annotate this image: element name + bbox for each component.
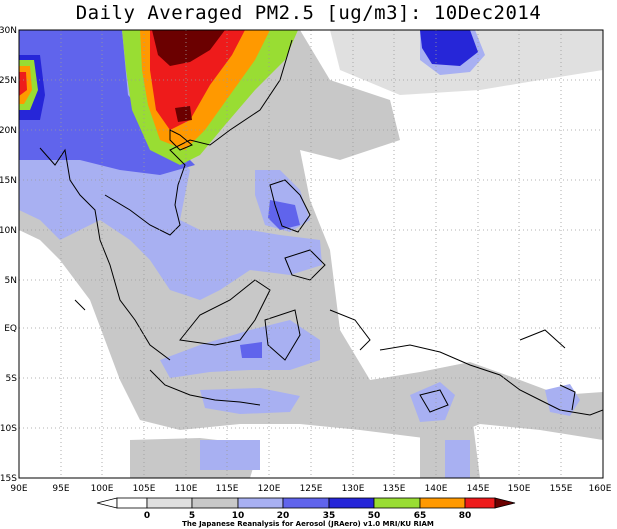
legend-tick-label: 20 (277, 511, 290, 521)
lon-label: 90E (10, 484, 27, 494)
lon-label: 150E (508, 484, 531, 494)
legend-swatch (116, 497, 148, 509)
lat-label: 15N (0, 176, 17, 186)
legend-swatch (419, 497, 466, 509)
legend-tick-label: 35 (323, 511, 336, 521)
latitude-labels: 30N 25N 20N 15N 10N 5N EQ 5S 10S 15S (0, 26, 17, 484)
legend-swatch (237, 497, 284, 509)
lon-label: 145E (467, 484, 490, 494)
legend-tick-label: 80 (459, 511, 472, 521)
lon-label: 110E (175, 484, 198, 494)
lon-label: 140E (425, 484, 448, 494)
legend-tick-label: 65 (414, 511, 427, 521)
lat-lon-grid (19, 30, 603, 478)
legend-swatch (96, 497, 118, 509)
lon-label: 120E (258, 484, 281, 494)
lon-label: 130E (342, 484, 365, 494)
longitude-labels: 90E 95E 100E 105E 110E 115E 120E 125E 13… (10, 484, 611, 494)
legend-tick-label: 50 (368, 511, 381, 521)
legend-tick-label: 5 (189, 511, 195, 521)
lat-label: 5S (6, 374, 18, 384)
lon-label: 135E (383, 484, 406, 494)
lon-label: 160E (589, 484, 612, 494)
legend-swatch (494, 497, 516, 509)
lat-label: 10N (0, 226, 17, 236)
lat-label: 20N (0, 126, 17, 136)
lat-label: 10S (0, 424, 17, 434)
lat-label: EQ (4, 324, 17, 334)
legend-tick-label: 0 (144, 511, 150, 521)
legend-swatch (282, 497, 330, 509)
colorbar-legend: 0 5 10 20 35 50 65 80 The Japanese Reana… (96, 497, 516, 528)
lon-label: 95E (52, 484, 69, 494)
lon-label: 155E (550, 484, 573, 494)
legend-swatch (191, 497, 239, 509)
lat-label: 5N (5, 276, 17, 286)
legend-swatch (373, 497, 421, 509)
concentration-fill (19, 30, 603, 478)
lon-label: 100E (91, 484, 114, 494)
legend-swatch (328, 497, 375, 509)
lon-label: 125E (300, 484, 323, 494)
lon-label: 105E (133, 484, 156, 494)
legend-tick-label: 10 (232, 511, 245, 521)
legend-swatch (464, 497, 496, 509)
map-title: Daily Averaged PM2.5 [ug/m3]: 10Dec2014 (75, 2, 542, 24)
map-frame (18, 29, 604, 479)
credit-text: The Japanese Reanalysis for Aerosol (JRA… (182, 520, 434, 528)
lat-label: 30N (0, 26, 17, 36)
lat-label: 25N (0, 76, 17, 86)
lat-label: 15S (0, 474, 17, 484)
lon-label: 115E (216, 484, 239, 494)
legend-swatch (146, 497, 193, 509)
coastlines (39, 39, 603, 416)
